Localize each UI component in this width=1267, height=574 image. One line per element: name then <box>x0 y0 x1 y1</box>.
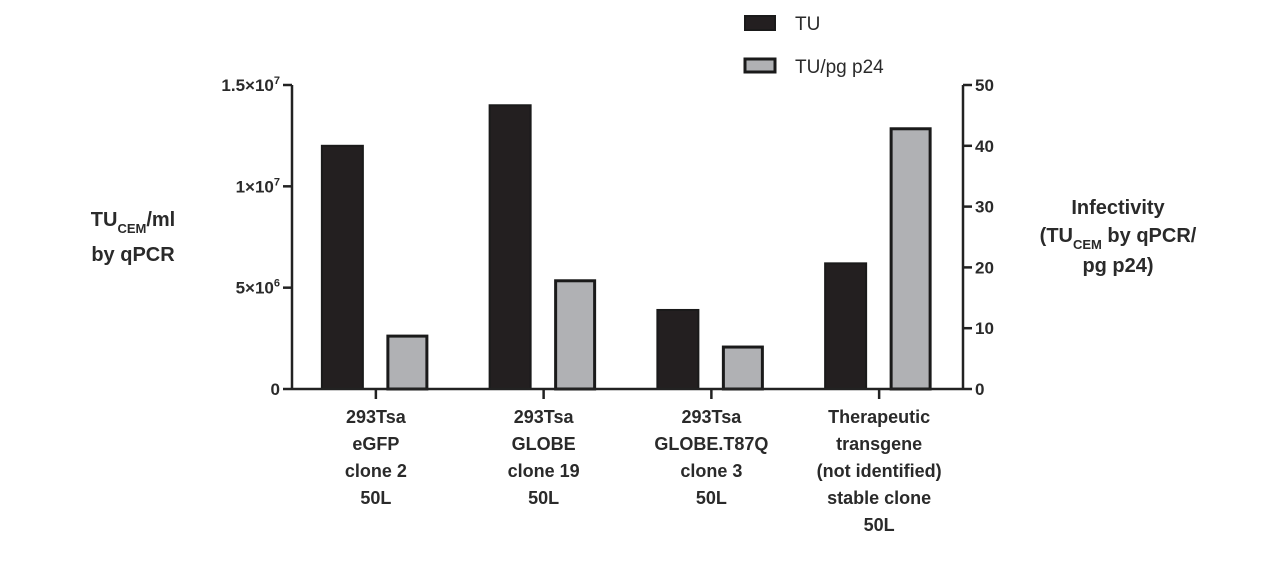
legend-swatch-tu <box>744 15 776 31</box>
bar-tu-pg-p24 <box>721 345 764 391</box>
legend-label-tu: TU <box>795 14 820 35</box>
right-axis-title-sub: CEM <box>1073 237 1102 252</box>
category-label-line: GLOBE <box>512 434 576 454</box>
left-axis-title: TUCEM/ml <box>91 209 175 236</box>
right-axis-tick-label: 50 <box>975 76 994 95</box>
category-label-line: (not identified) <box>817 461 942 481</box>
category-label-line: 293Tsa <box>682 407 743 427</box>
bar-tu <box>488 104 532 391</box>
category-label-line: GLOBE.T87Q <box>654 434 768 454</box>
tick-label-exponent: 6 <box>274 278 280 290</box>
right-axis-tick-label: 40 <box>975 137 994 156</box>
legend-swatch-tu-pg-p24 <box>743 57 777 74</box>
right-axis-title-line3: pg p24) <box>1082 255 1153 277</box>
category-label-line: clone 3 <box>680 461 742 481</box>
legend-label-tu-pg-p24: TU/pg p24 <box>795 57 884 78</box>
bar-tu-pg-p24 <box>386 334 429 391</box>
right-axis-title-line1: Infectivity <box>1071 197 1165 219</box>
right-axis-tick-label: 0 <box>975 380 984 399</box>
bar-tu <box>656 308 700 390</box>
tick-label-exponent: 7 <box>274 75 280 87</box>
right-axis-title-line2: (TUCEM by qPCR/ <box>1040 225 1197 252</box>
left-axis-tick-label: 1.5×107 <box>221 75 280 95</box>
right-axis-tick-label: 30 <box>975 198 994 217</box>
right-axis-tick-label: 10 <box>975 319 994 338</box>
category-label-line: 50L <box>696 488 727 508</box>
tick-label-base: 1×10 <box>236 177 274 196</box>
right-axis-title-post: by qPCR/ <box>1102 225 1197 247</box>
category-labels: 293Tsa eGFP clone 2 50L 293Tsa GLOBE clone 19 5… <box>345 407 942 535</box>
bar-tu <box>320 144 364 390</box>
bar-tu-pg-p24 <box>554 279 597 391</box>
tick-label-base: 5×10 <box>236 279 274 298</box>
left-axis-title-line2: by qPCR <box>91 244 175 266</box>
category-label-line: clone 19 <box>508 461 580 481</box>
bar-tu <box>824 262 868 391</box>
tick-label-base: 1.5×10 <box>221 76 273 95</box>
category-label-line: 50L <box>360 488 391 508</box>
category-label-line: Therapeutic <box>828 407 930 427</box>
category-label-line: stable clone <box>827 488 931 508</box>
left-axis-title-sub: CEM <box>117 221 146 236</box>
left-axis-title-rest: /ml <box>146 209 175 231</box>
left-axis-tick-label: 1×107 <box>236 176 280 196</box>
bar-tu-pg-p24 <box>889 127 932 391</box>
category-label-line: 293Tsa <box>514 407 575 427</box>
right-axis-title-pre: (TU <box>1040 225 1073 247</box>
category-label-line: 50L <box>528 488 559 508</box>
category-label-line: clone 2 <box>345 461 407 481</box>
tick-label-exponent: 7 <box>274 176 280 188</box>
category-label-line: 50L <box>864 515 895 535</box>
legend: TU TU/pg p24 <box>743 14 884 78</box>
left-axis-title-main: TU <box>91 209 118 231</box>
left-axis-tick-label: 5×106 <box>236 278 280 298</box>
left-axis-tick-label: 0 <box>271 380 280 399</box>
category-label-line: transgene <box>836 434 922 454</box>
category-label-line: eGFP <box>352 434 399 454</box>
category-label-line: 293Tsa <box>346 407 407 427</box>
right-axis-tick-label: 20 <box>975 258 994 277</box>
bars-group <box>320 104 932 391</box>
